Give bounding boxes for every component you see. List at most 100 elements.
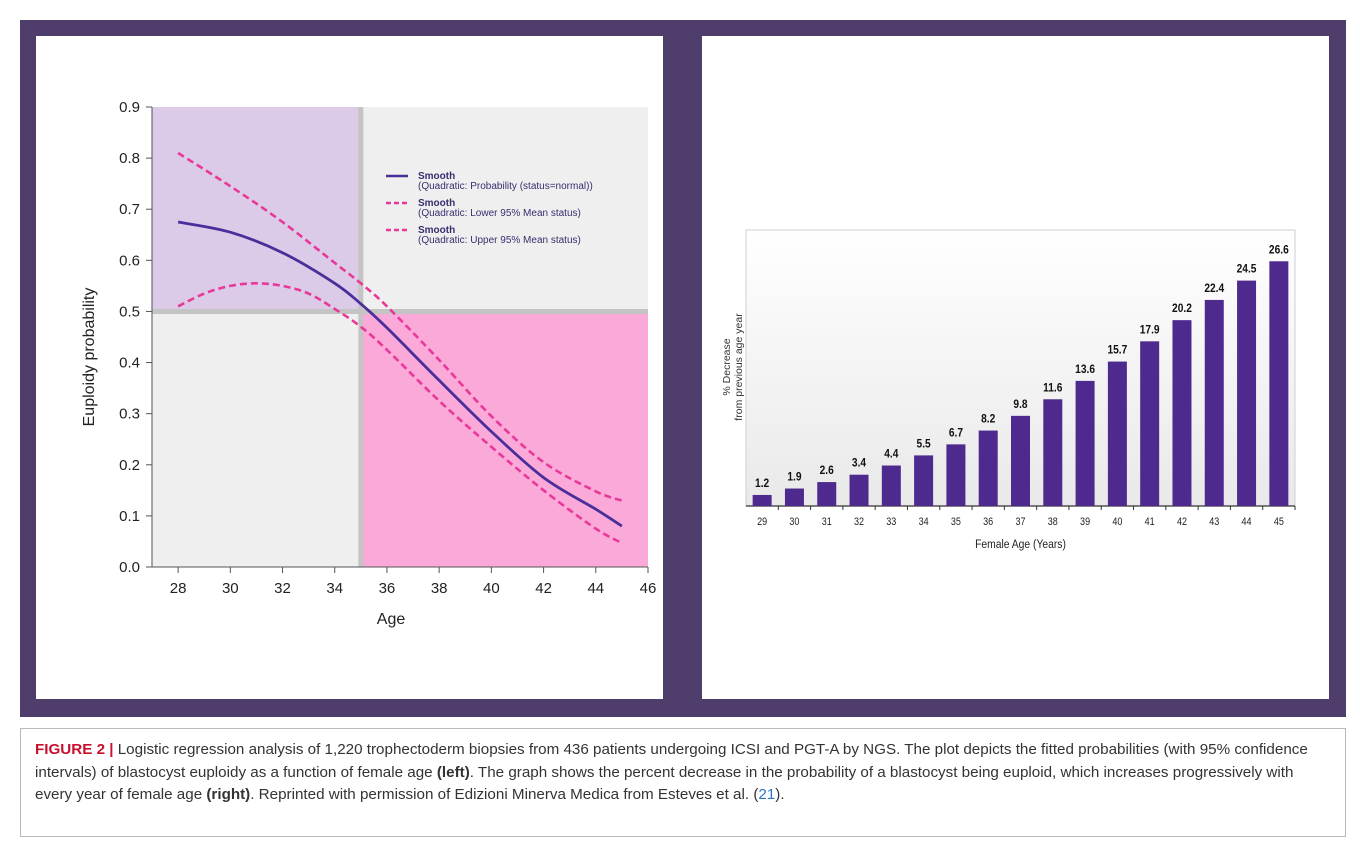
x-tick-label: 45 (1274, 516, 1284, 528)
x-tick-label: 46 (640, 580, 657, 597)
caption-text: ). (775, 786, 785, 803)
bar (1269, 261, 1289, 506)
x-tick-label: 40 (483, 580, 500, 597)
percent-decrease-chart: 1.2 29 1.9 30 2.6 31 3.4 32 4.4 33 5.5 34 6.7 35 8.2 36… (721, 229, 1296, 551)
bar (1140, 341, 1160, 506)
legend-description: (Quadratic: Lower 95% Mean status) (418, 208, 581, 219)
bar (946, 444, 966, 506)
series-line-2 (177, 151, 623, 502)
y-tick-label: 0.9 (119, 99, 140, 116)
bar-value-label: 3.4 (852, 457, 867, 470)
x-tick-label: 42 (535, 580, 552, 597)
bar (1043, 399, 1063, 506)
legend-title: Smooth (418, 225, 455, 236)
legend-description: (Quadratic: Upper 95% Mean status) (418, 235, 581, 246)
bar (914, 455, 934, 506)
bar (1107, 361, 1127, 506)
bar-value-label: 1.2 (755, 477, 769, 490)
bar (1204, 299, 1224, 506)
x-tick-label: 36 (379, 580, 396, 597)
bar-value-label: 8.2 (981, 413, 995, 426)
y-tick-label: 0.6 (119, 252, 140, 269)
x-tick-label: 31 (822, 516, 832, 528)
x-tick-label: 43 (1209, 516, 1219, 528)
bar (752, 494, 772, 506)
x-tick-label: 44 (1242, 516, 1252, 528)
figure-caption-box: FIGURE 2 | Logistic regression analysis … (20, 728, 1346, 837)
bar (1237, 280, 1257, 506)
x-tick-label: 34 (326, 580, 343, 597)
legend-description: (Quadratic: Probability (status=normal)) (418, 181, 593, 192)
legend-title: Smooth (418, 198, 455, 209)
bar-value-label: 6.7 (949, 427, 963, 440)
x-tick-label: 30 (789, 516, 799, 528)
bar (817, 482, 837, 506)
bar-value-label: 2.6 (820, 464, 834, 477)
x-tick-label: 38 (1048, 516, 1058, 528)
bar (978, 430, 998, 506)
series-line-0 (177, 220, 623, 528)
caption-left-ref: (left) (436, 763, 470, 781)
y-axis-label-line-1: % Decrease (721, 338, 733, 395)
y-tick-label: 0.8 (119, 150, 140, 167)
figure-caption: FIGURE 2 | Logistic regression analysis … (35, 739, 1331, 807)
y-tick-label: 0.4 (119, 355, 140, 372)
bar-value-label: 26.6 (1269, 244, 1289, 257)
x-tick-label: 39 (1080, 516, 1090, 528)
x-tick-label: 30 (222, 580, 239, 597)
x-tick-label: 36 (983, 516, 993, 528)
y-axis-label: Euploidy probability (81, 288, 98, 427)
y-tick-label: 0.7 (119, 201, 140, 218)
bar-value-label: 20.2 (1172, 302, 1192, 315)
caption-text: . Reprinted with permission of Edizioni … (250, 786, 759, 803)
x-tick-label: 33 (886, 516, 896, 528)
x-tick-label: 42 (1177, 516, 1187, 528)
legend-title: Smooth (418, 171, 455, 182)
bar-value-label: 11.6 (1043, 382, 1062, 395)
bar (1172, 320, 1192, 506)
x-axis-label: Female Age (Years) (975, 538, 1066, 551)
bar (1075, 380, 1095, 506)
bar-value-label: 1.9 (787, 471, 801, 484)
x-tick-label: 41 (1145, 516, 1155, 528)
bar-value-label: 13.6 (1075, 363, 1095, 376)
euploidy-probability-chart: 0.0 0.1 0.2 0.3 0.4 0.5 0.6 0.7 0.8 0.9 28 30 32 34 36… (81, 99, 657, 628)
x-tick-label: 38 (431, 580, 448, 597)
citation-link[interactable]: 21 (758, 786, 776, 803)
y-tick-label: 0.3 (119, 406, 140, 423)
x-tick-label: 28 (170, 580, 187, 597)
bar-value-label: 24.5 (1237, 263, 1257, 276)
y-tick-label: 0.1 (119, 508, 140, 525)
x-tick-label: 29 (757, 516, 767, 528)
x-tick-label: 32 (274, 580, 291, 597)
left-panel: 0.0 0.1 0.2 0.3 0.4 0.5 0.6 0.7 0.8 0.9 28 30 32 34 36… (36, 36, 663, 699)
y-tick-label: 0.2 (119, 457, 140, 474)
x-tick-label: 40 (1112, 516, 1122, 528)
bar-value-label: 17.9 (1140, 324, 1160, 337)
x-tick-label: 34 (919, 516, 929, 528)
y-tick-label: 0.5 (119, 303, 140, 320)
bar-value-label: 9.8 (1013, 398, 1027, 411)
x-tick-label: 37 (1015, 516, 1025, 528)
low-probability-region (360, 311, 648, 567)
x-tick-label: 44 (587, 580, 604, 597)
bar (849, 474, 869, 506)
x-axis-label: Age (377, 611, 406, 628)
bar (881, 465, 901, 506)
bar (784, 488, 804, 506)
bar-value-label: 5.5 (917, 438, 931, 451)
bar (1011, 415, 1030, 506)
series-line-1 (177, 281, 623, 545)
figure-frame: 0.0 0.1 0.2 0.3 0.4 0.5 0.6 0.7 0.8 0.9 28 30 32 34 36… (20, 20, 1346, 717)
caption-text: Logistic regression analysis of 1,220 tr… (35, 741, 1308, 781)
bar-value-label: 22.4 (1204, 282, 1225, 295)
caption-right-ref: (right) (206, 786, 251, 803)
x-tick-label: 32 (854, 516, 864, 528)
y-axis-label-line-2: from previous age year (733, 313, 745, 421)
y-tick-label: 0.0 (119, 559, 140, 576)
x-tick-label: 35 (951, 516, 961, 528)
caption-label: FIGURE 2 | (35, 741, 114, 758)
bar-value-label: 15.7 (1107, 344, 1127, 357)
right-panel: 1.2 29 1.9 30 2.6 31 3.4 32 4.4 33 5.5 34 6.7 35 8.2 36… (702, 36, 1329, 699)
caption-text: . The graph shows the percent decrease i… (35, 763, 1294, 804)
